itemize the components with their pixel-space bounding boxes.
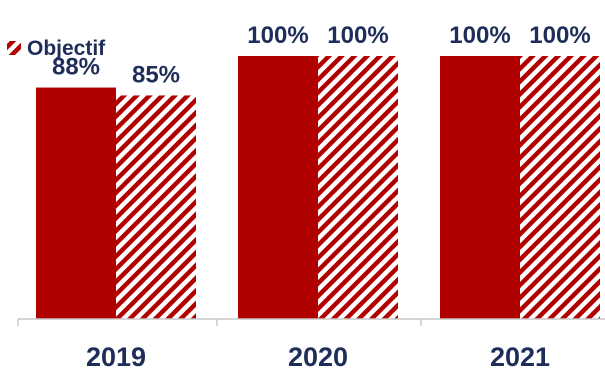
category-label-2019: 2019: [86, 342, 146, 372]
hatched-square-icon: [7, 41, 21, 55]
bar-2020-actual: [238, 56, 318, 319]
data-label-2021-actual: 100%: [449, 22, 510, 49]
bar-2021-actual: [440, 56, 520, 319]
data-label-2020-objectif: 100%: [327, 22, 388, 49]
bar-2021-objectif: [520, 56, 600, 319]
bar-2019-actual: [36, 87, 116, 319]
data-label-2019-objectif: 85%: [132, 61, 180, 88]
category-label-2020: 2020: [288, 342, 348, 372]
bar-2019-objectif: [116, 95, 196, 319]
data-label-2021-objectif: 100%: [529, 22, 590, 49]
data-label-2020-actual: 100%: [247, 22, 308, 49]
legend-label-objectif: Objectif: [27, 37, 106, 60]
data-label-2019-actual: 88%: [52, 54, 100, 81]
bar-2020-objectif: [318, 56, 398, 319]
category-label-2021: 2021: [490, 342, 550, 372]
legend: Objectif: [7, 37, 106, 60]
